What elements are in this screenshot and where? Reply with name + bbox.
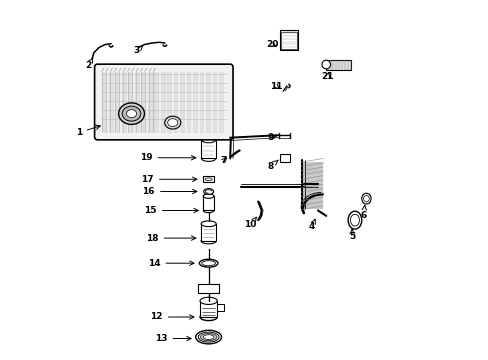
- Ellipse shape: [164, 116, 181, 129]
- Text: 16: 16: [142, 187, 197, 196]
- Ellipse shape: [200, 333, 217, 341]
- Ellipse shape: [167, 119, 178, 127]
- Bar: [279, 154, 290, 162]
- Ellipse shape: [203, 208, 214, 213]
- Ellipse shape: [201, 238, 216, 244]
- Text: 21: 21: [321, 72, 333, 81]
- Ellipse shape: [203, 335, 214, 339]
- Bar: [325, 59, 351, 69]
- Ellipse shape: [201, 156, 215, 161]
- Ellipse shape: [203, 194, 214, 198]
- Circle shape: [321, 60, 330, 69]
- Text: 12: 12: [150, 312, 194, 321]
- Bar: [281, 32, 296, 49]
- Ellipse shape: [200, 314, 217, 320]
- Bar: [301, 162, 323, 210]
- Ellipse shape: [201, 221, 216, 226]
- Text: 9: 9: [266, 133, 276, 142]
- Bar: [203, 176, 214, 182]
- Ellipse shape: [200, 297, 217, 305]
- Text: 6: 6: [360, 205, 366, 220]
- Bar: [217, 305, 224, 311]
- Bar: [200, 301, 217, 317]
- Text: 5: 5: [348, 229, 354, 241]
- Ellipse shape: [202, 261, 215, 266]
- Ellipse shape: [199, 259, 218, 267]
- Ellipse shape: [122, 106, 141, 121]
- Text: 1: 1: [76, 125, 100, 137]
- Ellipse shape: [198, 332, 219, 342]
- FancyBboxPatch shape: [94, 64, 233, 140]
- Ellipse shape: [126, 110, 136, 118]
- Bar: [203, 196, 214, 211]
- Text: 7: 7: [220, 156, 226, 165]
- Bar: [198, 284, 219, 293]
- Text: 19: 19: [140, 153, 195, 162]
- Text: 10: 10: [244, 217, 256, 229]
- Text: 18: 18: [146, 234, 195, 243]
- Ellipse shape: [204, 178, 212, 181]
- Text: 17: 17: [141, 175, 197, 184]
- Text: 11: 11: [269, 82, 282, 91]
- Text: 4: 4: [308, 219, 315, 231]
- Text: 15: 15: [144, 206, 198, 215]
- Ellipse shape: [361, 193, 370, 204]
- Bar: [279, 31, 298, 50]
- Ellipse shape: [195, 330, 221, 344]
- Text: 3: 3: [134, 46, 142, 55]
- Ellipse shape: [201, 137, 215, 143]
- Ellipse shape: [363, 195, 368, 202]
- Bar: [100, 64, 233, 134]
- Ellipse shape: [119, 103, 144, 125]
- Text: 8: 8: [266, 160, 278, 171]
- Ellipse shape: [350, 214, 359, 226]
- Text: 20: 20: [266, 40, 278, 49]
- Ellipse shape: [347, 211, 361, 229]
- Bar: [201, 140, 215, 158]
- Text: 14: 14: [147, 259, 194, 268]
- Text: 2: 2: [85, 58, 93, 71]
- Bar: [201, 224, 216, 241]
- Text: 13: 13: [155, 334, 191, 343]
- Ellipse shape: [203, 189, 213, 194]
